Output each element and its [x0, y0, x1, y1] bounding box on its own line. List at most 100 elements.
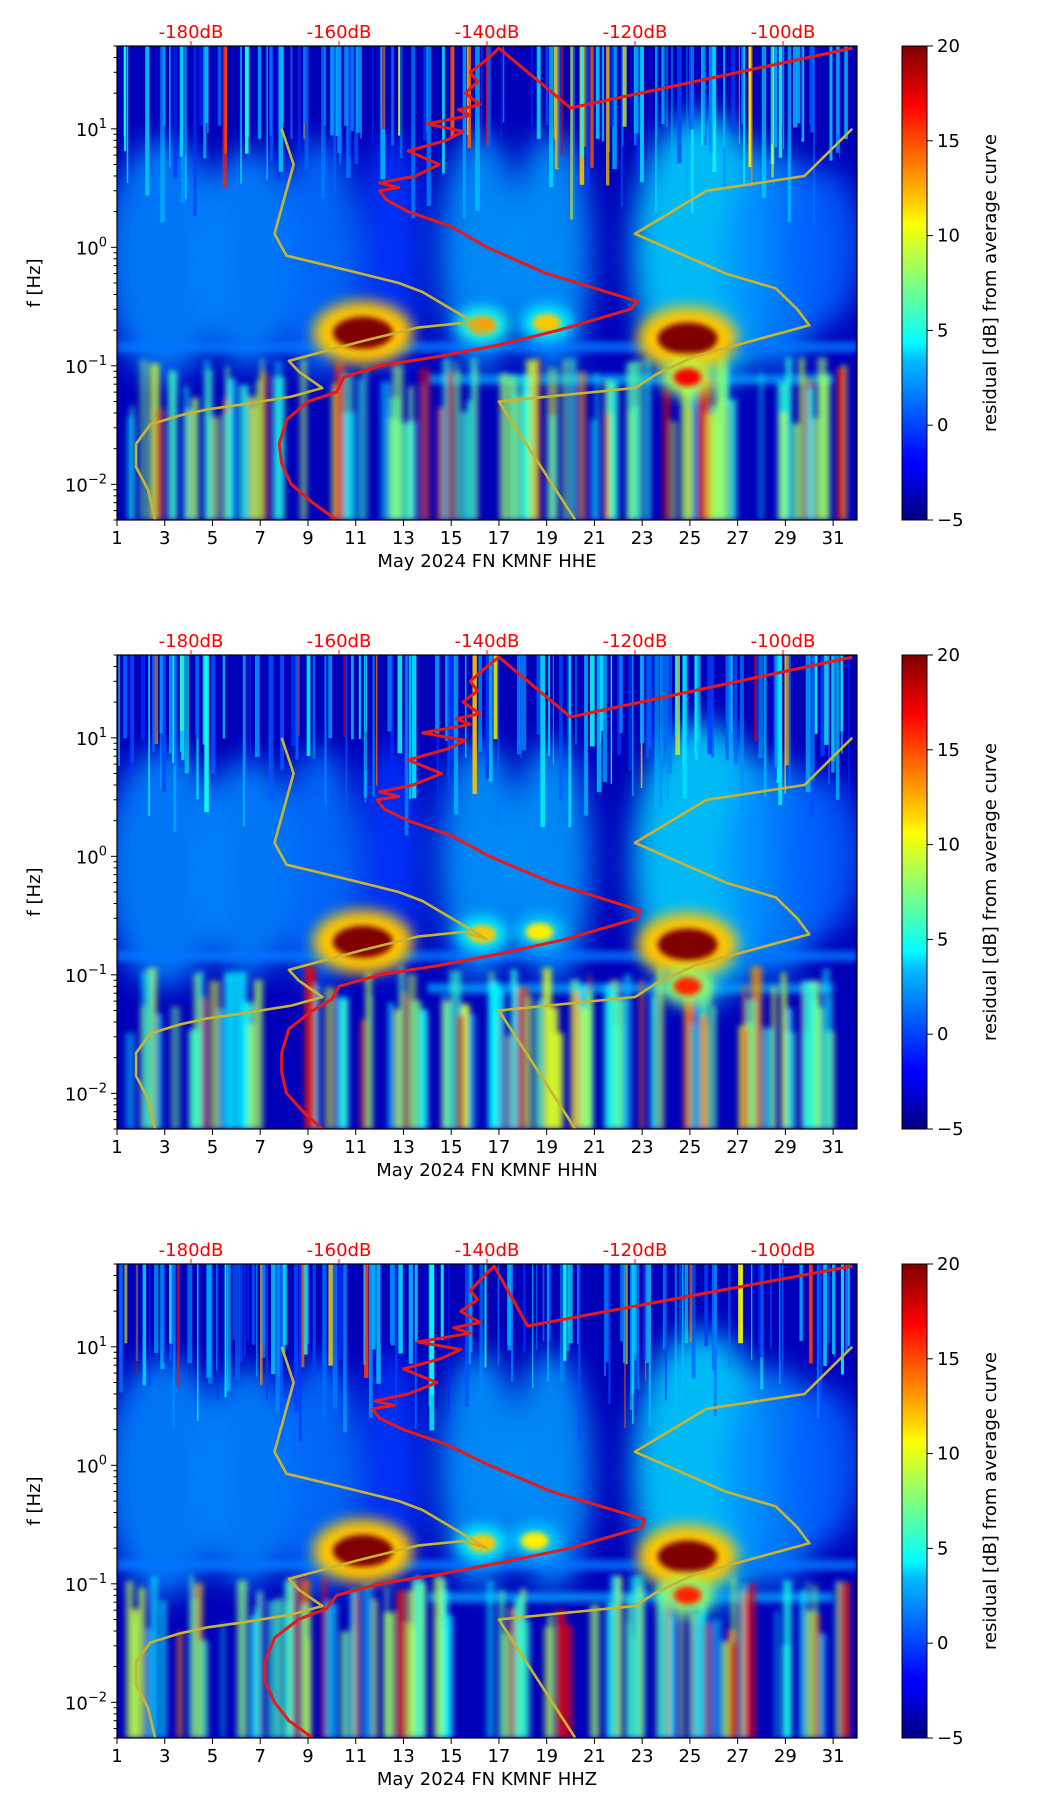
top-axis-label: -120dB: [603, 631, 668, 652]
top-axis-label: -140dB: [455, 631, 520, 652]
top-db-axis: -180dB -160dB -140dB -120dB -100dB: [159, 1240, 816, 1264]
top-axis-label: -100dB: [751, 22, 816, 43]
x-tick-label: 31: [822, 528, 845, 549]
colorbar-tick-label: 20: [937, 36, 960, 57]
x-tick-label: 9: [302, 1746, 313, 1767]
top-db-axis: -180dB -160dB -140dB -120dB -100dB: [159, 631, 816, 655]
x-tick-label: 11: [344, 1137, 367, 1158]
top-axis-label: -160dB: [307, 1240, 372, 1261]
colorbar-gradient: [901, 45, 928, 521]
high-frequency-noise: [118, 655, 850, 836]
x-tick-label: 3: [159, 528, 170, 549]
x-tick-label: 15: [440, 1137, 463, 1158]
x-tick-label: 19: [535, 528, 558, 549]
y-axis-label: f [Hz]: [24, 258, 45, 307]
y-axis-label: f [Hz]: [24, 867, 45, 916]
x-tick-label: 7: [254, 528, 265, 549]
x-axis: 1 3 5 7 9 11 13 15 17 19 21 23 25 27 29 31: [111, 1129, 845, 1158]
x-tick-label: 21: [583, 1137, 606, 1158]
low-frequency-streaks: [125, 1574, 851, 1738]
series-red-curve: [277, 46, 853, 520]
top-axis-label: -180dB: [159, 631, 224, 652]
series-high-noise-model: [497, 1345, 854, 1738]
y-tick-label: 10−1: [65, 354, 107, 378]
x-tick-label: 17: [487, 1137, 510, 1158]
colorbar-tick-label: −5: [937, 1728, 964, 1749]
colorbar-tick-label: 0: [937, 1633, 948, 1654]
x-tick-label: 7: [254, 1746, 265, 1767]
x-tick-label: 25: [678, 528, 701, 549]
series-low-noise-model: [134, 128, 489, 520]
x-tick-label: 23: [631, 1137, 654, 1158]
x-tick-label: 25: [678, 1137, 701, 1158]
top-axis-label: -100dB: [751, 1240, 816, 1261]
x-tick-label: 1: [111, 1137, 122, 1158]
top-axis-label: -160dB: [307, 22, 372, 43]
x-tick-label: 5: [207, 1137, 218, 1158]
top-axis-label: -180dB: [159, 22, 224, 43]
x-tick-label: 25: [678, 1746, 701, 1767]
series-red-curve: [280, 655, 853, 1129]
x-tick-label: 29: [774, 1137, 797, 1158]
hotspot-3: [525, 922, 554, 941]
spectrogram-area: [117, 1264, 857, 1738]
low-frequency-streaks: [125, 965, 835, 1129]
y-tick-label: 10−2: [65, 472, 107, 496]
x-tick-label: 1: [111, 528, 122, 549]
high-frequency-noise: [119, 1264, 850, 1443]
x-tick-label: 11: [344, 528, 367, 549]
x-tick-label: 9: [302, 528, 313, 549]
x-tick-label: 9: [302, 1137, 313, 1158]
x-tick-label: 1: [111, 1746, 122, 1767]
y-axis: 101 100 10−1 10−2: [65, 1263, 117, 1739]
colorbar-tick-label: 10: [937, 1444, 960, 1465]
x-axis-label: May 2024 FN KMNF HHN: [376, 1160, 597, 1181]
x-tick-label: 27: [726, 528, 749, 549]
y-tick-label: 101: [76, 117, 107, 141]
y-tick-label: 10−2: [65, 1081, 107, 1105]
y-tick-label: 101: [76, 726, 107, 750]
x-tick-label: 13: [392, 1137, 415, 1158]
x-axis-label: May 2024 FN KMNF HHZ: [377, 1769, 597, 1790]
colorbar-gradient: [901, 654, 928, 1130]
x-tick-label: 3: [159, 1137, 170, 1158]
colorbar-label: residual [dB] from average curve: [980, 134, 1001, 432]
colorbar-tick-label: 15: [937, 131, 960, 152]
x-tick-label: 19: [535, 1746, 558, 1767]
colorbar-tick-label: 5: [937, 320, 948, 341]
x-tick-label: 15: [440, 1746, 463, 1767]
y-axis-label: f [Hz]: [24, 1476, 45, 1525]
y-tick-label: 100: [76, 235, 107, 259]
colorbar-tick-label: 20: [937, 645, 960, 666]
x-tick-label: 17: [487, 528, 510, 549]
x-tick-label: 21: [583, 528, 606, 549]
x-tick-label: 15: [440, 528, 463, 549]
y-axis: 101 100 10−1 10−2: [65, 45, 117, 521]
top-db-axis: -180dB -160dB -140dB -120dB -100dB: [159, 22, 816, 46]
colorbar: 20 15 10 5 0 −5 residual [dB] from average cur…: [901, 645, 1001, 1140]
x-axis-label: May 2024 FN KMNF HHE: [377, 551, 596, 572]
spectrogram-area: [117, 655, 857, 1129]
x-tick-label: 29: [774, 528, 797, 549]
hotspot-5: [673, 368, 702, 387]
x-tick-label: 27: [726, 1746, 749, 1767]
colorbar-tick-label: 15: [937, 1349, 960, 1370]
hotspot-2: [468, 925, 497, 944]
x-axis: 1 3 5 7 9 11 13 15 17 19 21 23 25 27 29 31: [111, 520, 845, 549]
hotspot-4: [657, 928, 718, 961]
top-axis-label: -100dB: [751, 631, 816, 652]
y-tick-label: 101: [76, 1335, 107, 1359]
series-high-noise-model: [497, 736, 854, 1129]
colorbar-tick-label: 10: [937, 835, 960, 856]
hotspot-1: [332, 1534, 393, 1567]
x-tick-label: 7: [254, 1137, 265, 1158]
series-low-noise-model: [134, 737, 489, 1129]
hotspot-2: [468, 1534, 497, 1553]
x-tick-label: 31: [822, 1746, 845, 1767]
colorbar-tick-label: 20: [937, 1254, 960, 1275]
series-high-noise-model: [497, 127, 854, 520]
hotspot-5: [673, 977, 702, 996]
y-tick-label: 10−1: [65, 1572, 107, 1596]
